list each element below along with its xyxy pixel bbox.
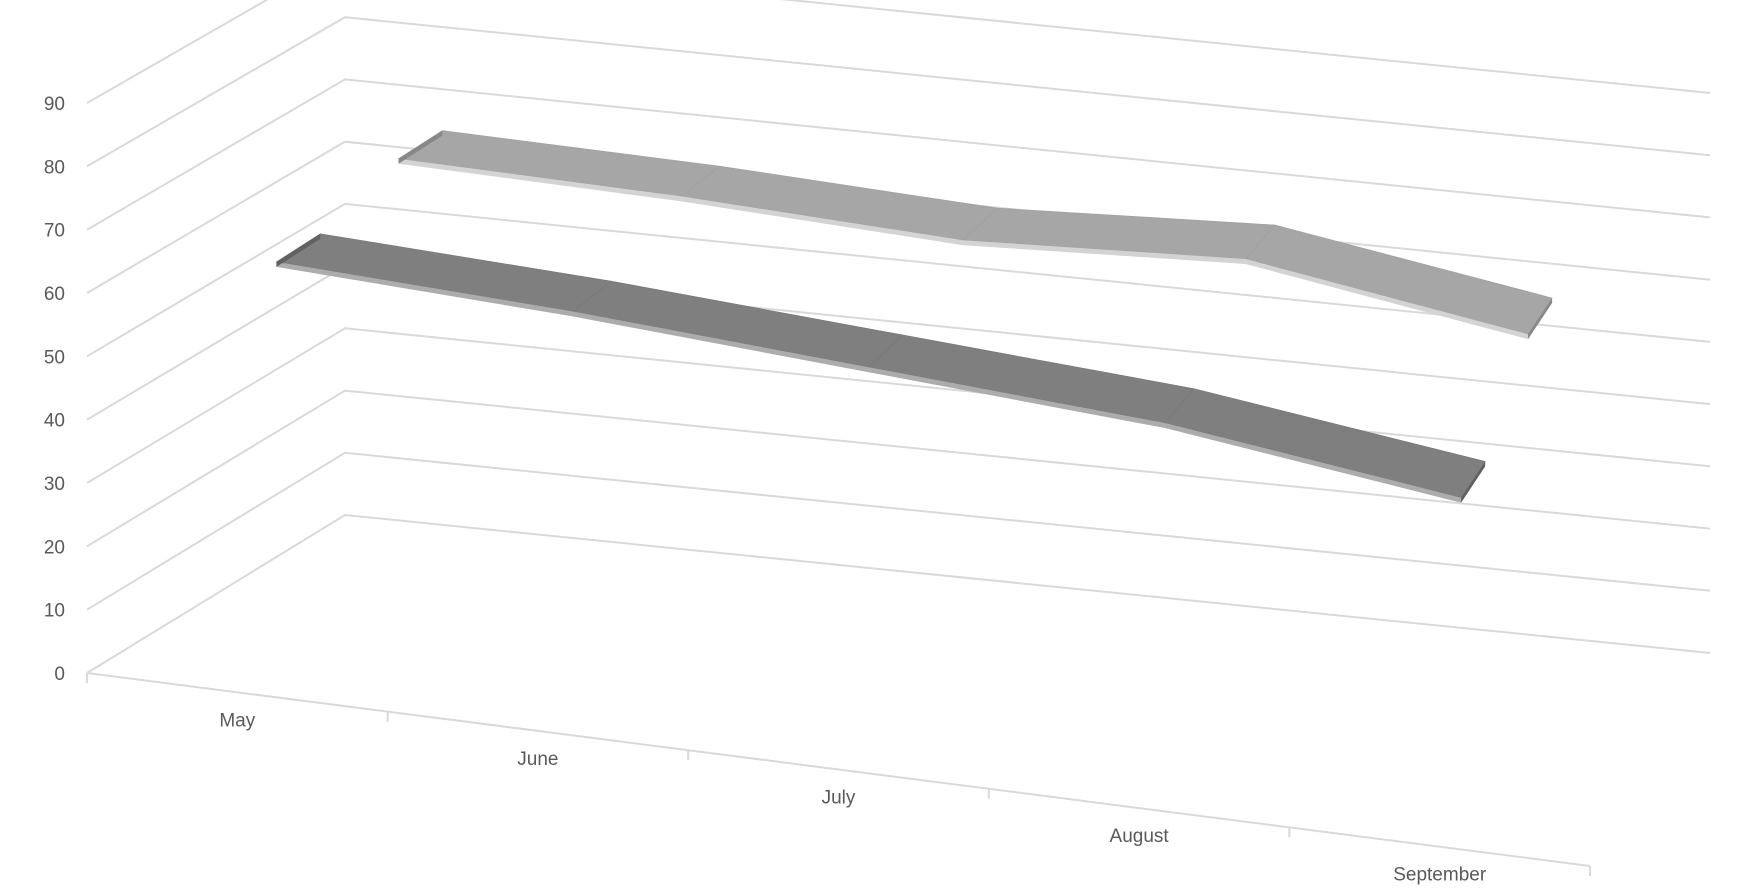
y-tick-label: 30 bbox=[44, 474, 65, 495]
series-2-segment-4 bbox=[1164, 388, 1486, 499]
series-1-edge-1 bbox=[398, 158, 681, 202]
y-tick-label: 40 bbox=[44, 411, 65, 432]
x-tick-label: June bbox=[517, 749, 558, 770]
series-1-edge-4 bbox=[1245, 259, 1528, 340]
y-tick-label: 70 bbox=[44, 221, 65, 242]
y-tick-label: 90 bbox=[44, 94, 65, 115]
x-tick-label: May bbox=[219, 710, 255, 731]
gridline-10 bbox=[86, 451, 1711, 611]
gridline-20 bbox=[86, 389, 1711, 548]
x-axis-line bbox=[86, 672, 1591, 867]
x-tick-label: August bbox=[1110, 826, 1170, 847]
series-1-edge-3 bbox=[963, 240, 1246, 264]
series-ribbon-1 bbox=[397, 130, 1553, 340]
y-tick-label: 80 bbox=[44, 157, 65, 178]
series-2-edge-3 bbox=[868, 367, 1165, 428]
series-ribbons bbox=[275, 130, 1553, 503]
series-1-cap bbox=[398, 130, 443, 164]
series-1-cap bbox=[1528, 298, 1553, 340]
x-tick-label: September bbox=[1393, 865, 1487, 886]
y-tick-label: 0 bbox=[54, 664, 65, 685]
gridline-70 bbox=[86, 78, 1711, 231]
y-tick-label: 10 bbox=[44, 601, 65, 622]
series-ribbon-2 bbox=[275, 233, 1486, 503]
y-tick-label: 20 bbox=[44, 537, 65, 558]
y-tick-label: 50 bbox=[44, 347, 65, 368]
series-2-cap bbox=[1461, 461, 1486, 503]
x-tick-label: July bbox=[822, 788, 856, 809]
series-2-edge-4 bbox=[1164, 423, 1462, 503]
series-2-cap bbox=[276, 233, 321, 267]
y-axis-tick-labels: 0 10 20 30 40 50 60 70 80 90 bbox=[44, 94, 65, 685]
series-1-segment-1 bbox=[397, 130, 721, 197]
x-axis-tick-labels: May June July August September bbox=[219, 710, 1486, 885]
series-2-edge-2 bbox=[572, 311, 869, 373]
gridline-50 bbox=[86, 202, 1711, 358]
axes bbox=[86, 672, 1591, 876]
gridline-80 bbox=[86, 16, 1711, 168]
series-1-segment-4 bbox=[1245, 224, 1553, 335]
series-2-edge-1 bbox=[276, 261, 573, 317]
gridline-0 bbox=[86, 513, 1711, 674]
series-1-segment-2 bbox=[680, 165, 998, 241]
y-tick-label: 60 bbox=[44, 284, 65, 305]
series-1-edge-2 bbox=[680, 196, 964, 246]
gridline-90 bbox=[86, 0, 1711, 104]
